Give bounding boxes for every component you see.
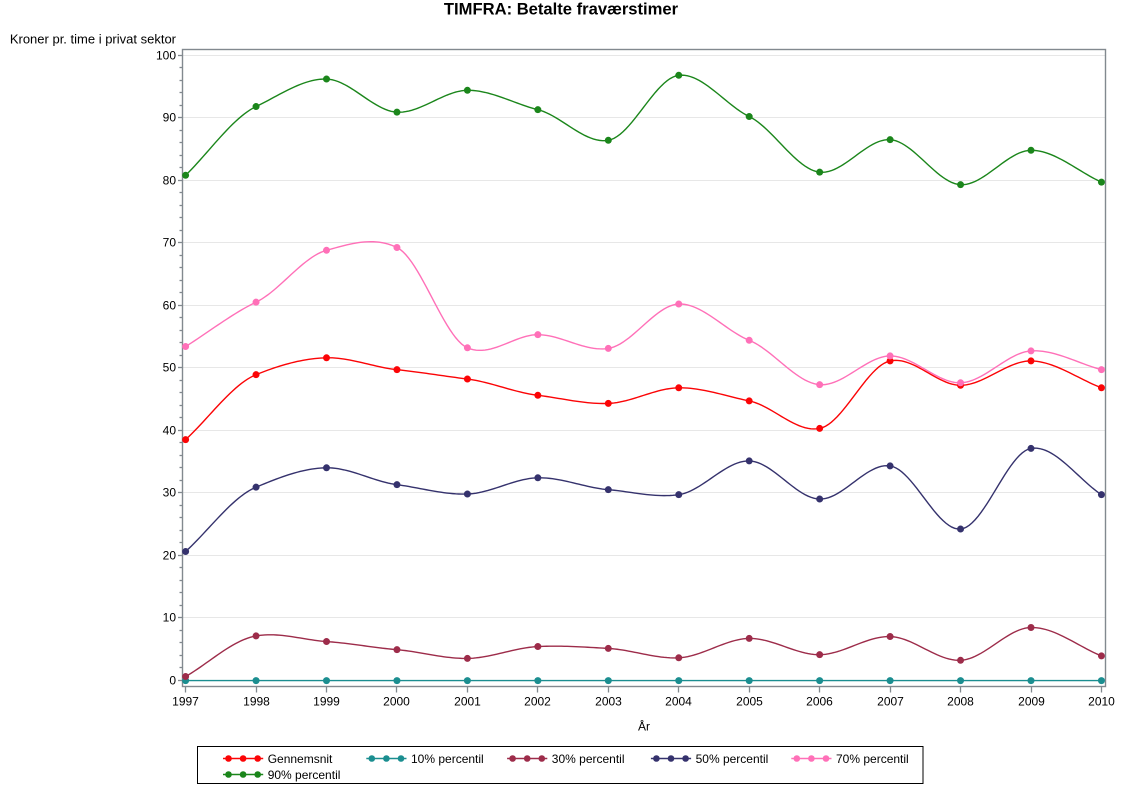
svg-text:30% percentil: 30% percentil [552, 752, 625, 766]
svg-text:Gennemsnit: Gennemsnit [268, 752, 333, 766]
svg-text:1998: 1998 [243, 694, 270, 708]
svg-text:0: 0 [169, 674, 176, 688]
svg-text:2008: 2008 [947, 694, 974, 708]
svg-text:2009: 2009 [1018, 694, 1045, 708]
svg-text:1999: 1999 [313, 694, 340, 708]
svg-text:2007: 2007 [877, 694, 904, 708]
svg-text:10: 10 [163, 611, 177, 625]
svg-text:30: 30 [163, 486, 177, 500]
svg-text:80: 80 [163, 174, 177, 188]
svg-text:20: 20 [163, 549, 177, 563]
svg-text:2002: 2002 [524, 694, 551, 708]
svg-text:2001: 2001 [454, 694, 481, 708]
svg-text:70% percentil: 70% percentil [836, 752, 909, 766]
svg-text:90: 90 [163, 111, 177, 125]
svg-text:50% percentil: 50% percentil [696, 752, 769, 766]
svg-text:90% percentil: 90% percentil [268, 768, 341, 782]
svg-text:2006: 2006 [806, 694, 833, 708]
svg-text:2000: 2000 [383, 694, 410, 708]
svg-text:10% percentil: 10% percentil [411, 752, 484, 766]
svg-text:70: 70 [163, 236, 177, 250]
svg-text:60: 60 [163, 299, 177, 313]
svg-text:Kroner pr. time i privat sekto: Kroner pr. time i privat sektor [10, 32, 177, 47]
svg-text:50: 50 [163, 361, 177, 375]
svg-text:År: År [638, 719, 650, 734]
svg-text:1997: 1997 [172, 694, 199, 708]
svg-text:2005: 2005 [736, 694, 763, 708]
svg-text:40: 40 [163, 424, 177, 438]
svg-text:100: 100 [156, 49, 176, 63]
svg-text:2004: 2004 [665, 694, 692, 708]
svg-text:2003: 2003 [595, 694, 622, 708]
svg-text:TIMFRA: Betalte fraværstimer: TIMFRA: Betalte fraværstimer [444, 0, 679, 19]
svg-text:2010: 2010 [1088, 694, 1115, 708]
